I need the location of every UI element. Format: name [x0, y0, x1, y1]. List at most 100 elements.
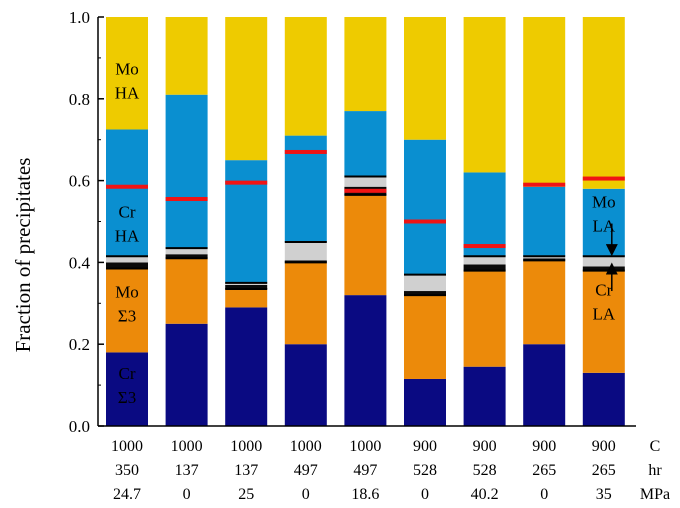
red-marker-6 — [404, 219, 446, 224]
segment-mo-sigma3 — [225, 288, 268, 308]
condition-temperature: 1000 — [349, 438, 381, 455]
condition-temperature: 900 — [592, 438, 616, 455]
annotation-line: Σ3 — [118, 306, 136, 325]
condition-unit-label: C — [650, 438, 661, 455]
y-tick-label: 0.2 — [69, 335, 90, 354]
condition-stress: 0 — [183, 486, 191, 503]
segment-cr-ha — [463, 172, 506, 257]
segment-cr-ha — [582, 188, 625, 257]
annotation-line: LA — [592, 216, 615, 235]
conditions-layer: 100035024.710001370100013725100049701000… — [111, 438, 670, 503]
segment-cr-sigma3 — [523, 344, 566, 426]
segment-cr-ha — [225, 160, 268, 283]
segment-mo-ha — [225, 17, 268, 161]
segment-mo-la — [225, 282, 268, 285]
red-marker-1 — [106, 184, 148, 189]
segment-mo-ha — [463, 17, 506, 173]
segment-mo-la — [284, 241, 327, 261]
condition-temperature: 900 — [413, 438, 437, 455]
condition-stress: 40.2 — [471, 486, 499, 503]
condition-time: 137 — [234, 462, 258, 479]
segment-cr-ha — [165, 94, 208, 249]
segment-mo-ha — [165, 17, 208, 95]
condition-stress: 35 — [596, 486, 612, 503]
segment-mo-sigma3 — [404, 295, 446, 379]
bar-8 — [523, 17, 566, 426]
y-tick-label: 0.4 — [69, 253, 91, 272]
condition-temperature: 1000 — [111, 438, 143, 455]
segment-cr-la — [463, 264, 506, 271]
red-marker-7 — [463, 244, 506, 249]
annotation-line: HA — [115, 83, 140, 102]
segment-cr-ha — [404, 139, 446, 275]
segment-cr-sigma3 — [582, 372, 625, 426]
segment-mo-sigma3 — [523, 260, 566, 345]
red-marker-9 — [582, 176, 625, 181]
segment-cr-la — [225, 284, 268, 289]
annotation-line: Cr — [595, 280, 612, 299]
annotation-mo-sigma3: Mo Σ3 — [115, 282, 139, 325]
segment-mo-la — [165, 248, 208, 255]
segment-mo-la — [404, 274, 446, 292]
segment-mo-sigma3 — [463, 270, 506, 367]
annotation-line: Σ3 — [118, 388, 136, 407]
segment-mo-sigma3 — [344, 194, 387, 296]
condition-stress: 24.7 — [113, 486, 141, 503]
condition-temperature: 1000 — [230, 438, 262, 455]
segment-cr-sigma3 — [106, 352, 148, 426]
red-markers-layer — [106, 149, 625, 249]
segment-cr-sigma3 — [344, 295, 387, 426]
bar-4 — [284, 17, 327, 426]
condition-time: 497 — [294, 462, 318, 479]
condition-temperature: 900 — [473, 438, 497, 455]
segment-mo-ha — [582, 17, 625, 189]
y-tick-label: 0.0 — [69, 417, 90, 436]
condition-temperature: 900 — [532, 438, 556, 455]
bar-2 — [165, 17, 208, 426]
segment-mo-ha — [404, 17, 446, 140]
annotation-line: Cr — [119, 364, 136, 383]
segment-cr-la — [582, 266, 625, 271]
bar-5 — [344, 17, 387, 426]
bar-3 — [225, 17, 268, 426]
annotation-mo-la: Mo LA — [592, 192, 616, 235]
red-marker-8 — [523, 182, 566, 187]
segment-mo-la — [463, 256, 506, 265]
segment-mo-la — [523, 256, 566, 259]
segment-cr-sigma3 — [225, 307, 268, 426]
segment-mo-la — [106, 256, 148, 263]
annotation-line: Mo — [115, 59, 139, 78]
condition-time: 528 — [413, 462, 437, 479]
segment-mo-ha — [344, 17, 387, 112]
annotation-line: Mo — [592, 192, 616, 211]
segment-cr-ha — [523, 186, 566, 257]
annotation-line: Cr — [119, 203, 136, 222]
annotation-line: LA — [592, 304, 615, 323]
bar-1 — [106, 17, 148, 426]
segment-cr-la — [404, 291, 446, 296]
red-marker-3 — [225, 180, 268, 185]
segment-cr-sigma3 — [404, 378, 446, 426]
condition-time: 528 — [473, 462, 497, 479]
segment-mo-sigma3 — [582, 270, 625, 373]
red-marker-4 — [284, 149, 327, 154]
segment-cr-sigma3 — [463, 366, 506, 426]
condition-time: 265 — [592, 462, 616, 479]
bar-9 — [582, 17, 625, 426]
bars-layer — [106, 17, 625, 426]
condition-time: 265 — [532, 462, 556, 479]
condition-time: 350 — [115, 462, 139, 479]
y-tick-label: 0.8 — [69, 90, 90, 109]
segment-mo-ha — [284, 17, 327, 136]
annotation-mo-ha: Mo HA — [115, 59, 140, 102]
y-tick-label: 1.0 — [69, 8, 90, 27]
segment-mo-ha — [106, 17, 148, 130]
y-axis-label: Fraction of precipitates — [11, 158, 35, 353]
segment-cr-sigma3 — [165, 323, 208, 426]
condition-stress: 0 — [540, 486, 548, 503]
condition-stress: 25 — [238, 486, 254, 503]
condition-time: 137 — [175, 462, 199, 479]
condition-time: 497 — [353, 462, 377, 479]
segment-cr-sigma3 — [284, 344, 327, 426]
